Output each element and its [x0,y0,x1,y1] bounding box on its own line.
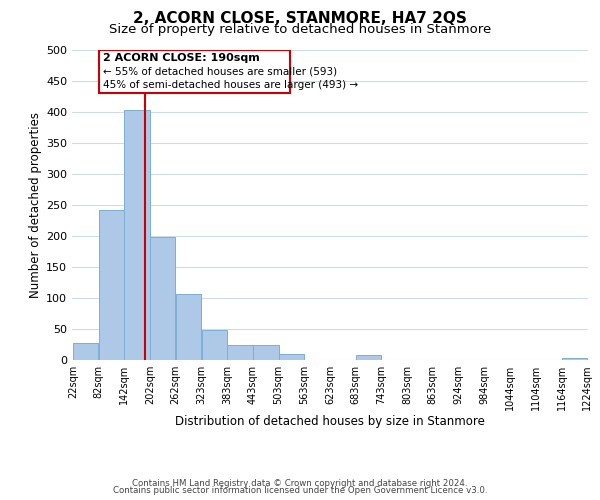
Y-axis label: Number of detached properties: Number of detached properties [29,112,42,298]
Text: 2, ACORN CLOSE, STANMORE, HA7 2QS: 2, ACORN CLOSE, STANMORE, HA7 2QS [133,11,467,26]
Bar [73,344,98,360]
Bar [253,344,278,360]
Text: ← 55% of detached houses are smaller (593): ← 55% of detached houses are smaller (59… [103,66,337,76]
Text: Contains HM Land Registry data © Crown copyright and database right 2024.: Contains HM Land Registry data © Crown c… [132,478,468,488]
Bar [98,50,290,94]
Bar [202,330,227,360]
Bar [227,344,253,360]
Bar [176,294,201,360]
Bar [279,354,304,360]
Text: 45% of semi-detached houses are larger (493) →: 45% of semi-detached houses are larger (… [103,80,358,90]
Bar [562,358,587,360]
X-axis label: Distribution of detached houses by size in Stanmore: Distribution of detached houses by size … [175,414,485,428]
Bar [124,110,150,360]
Bar [98,210,124,360]
Text: Contains public sector information licensed under the Open Government Licence v3: Contains public sector information licen… [113,486,487,495]
Text: 2 ACORN CLOSE: 190sqm: 2 ACORN CLOSE: 190sqm [103,53,260,63]
Bar [356,355,381,360]
Text: Size of property relative to detached houses in Stanmore: Size of property relative to detached ho… [109,22,491,36]
Bar [150,236,175,360]
